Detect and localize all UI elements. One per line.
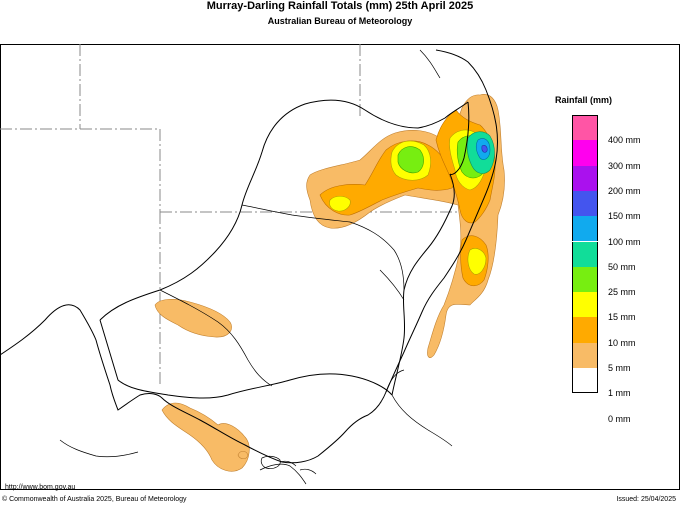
legend-swatch [572,140,598,166]
legend-label: 15 mm [608,312,636,323]
legend-swatch [572,342,598,368]
source-url[interactable]: http://www.bom.gov.au [5,484,76,491]
basin-boundary [0,49,498,464]
copyright-text: © Commonwealth of Australia 2025, Bureau… [2,496,187,503]
legend-label: 1 mm [608,388,631,399]
legend-swatch [572,165,598,191]
coastline-detail [260,49,441,475]
legend-label: 25 mm [608,287,636,298]
legend-swatch [572,241,598,267]
legend-label: 400 mm [608,135,641,146]
legend-label: 200 mm [608,185,641,196]
legend-swatch [572,115,598,141]
legend-label: 5 mm [608,363,631,373]
map-subtitle: Australian Bureau of Meteorology [267,16,413,26]
legend-label: 10 mm [608,337,636,348]
legend-label: 0 mm [608,413,631,424]
legend-swatch [572,266,598,293]
rainfall-shading [154,94,505,472]
legend-label: 150 mm [608,211,641,222]
legend-swatch [572,190,598,217]
legend-swatch [572,216,598,242]
rainfall-map [0,44,680,490]
legend-label: 100 mm [608,236,641,247]
legend-label: 50 mm [608,261,636,272]
legend-swatch [572,368,598,394]
legend-swatch [572,317,598,343]
sub-basin-lines [59,204,453,485]
map-title: Murray-Darling Rainfall Totals (mm) 25th… [206,0,474,12]
legend-label: 300 mm [608,160,641,171]
legend-swatch [572,292,598,318]
map-border [0,44,680,490]
issued-date: Issued: 25/04/2025 [616,496,676,503]
legend-title: Rainfall (mm) [555,95,613,105]
